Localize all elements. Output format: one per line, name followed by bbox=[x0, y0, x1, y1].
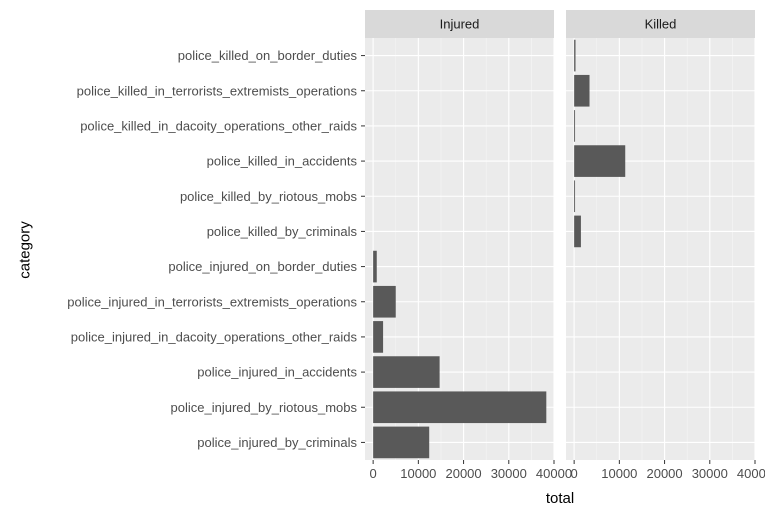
facet-strip bbox=[566, 10, 755, 38]
x-tick-label: 0 bbox=[370, 466, 377, 481]
panel-background bbox=[566, 38, 755, 460]
y-tick-label: police_injured_in_accidents bbox=[197, 365, 357, 380]
y-tick-label: police_killed_by_criminals bbox=[207, 224, 358, 239]
panel-background bbox=[365, 38, 554, 460]
y-tick-label: police_injured_by_criminals bbox=[197, 435, 357, 450]
y-tick-label: police_injured_in_terrorists_extremists_… bbox=[67, 294, 357, 309]
bar bbox=[574, 110, 576, 142]
y-tick-label: police_killed_in_terrorists_extremists_o… bbox=[77, 83, 358, 98]
bar bbox=[373, 285, 396, 318]
y-tick-label: police_killed_on_border_duties bbox=[178, 48, 358, 63]
bar bbox=[574, 74, 590, 107]
y-tick-labels: police_killed_on_border_duties police_kil… bbox=[67, 48, 365, 450]
x-tick-label: 10000 bbox=[601, 466, 637, 481]
bar bbox=[373, 391, 547, 424]
x-tick-label: 0 bbox=[571, 466, 578, 481]
facet-strip bbox=[365, 10, 554, 38]
facet-strip-label: Killed bbox=[645, 17, 677, 32]
facet-strip-label: Injured bbox=[440, 17, 480, 32]
y-tick-label: police_injured_by_riotous_mobs bbox=[171, 400, 358, 415]
y-axis-title: category bbox=[16, 221, 33, 279]
x-tick-label: 30000 bbox=[692, 466, 728, 481]
y-tick-label: police_injured_in_dacoity_operations_oth… bbox=[71, 329, 358, 344]
facet-panel-killed: Killed 0 10000 20000 30000 40000 bbox=[566, 10, 765, 481]
y-tick-label: police_injured_on_border_duties bbox=[168, 259, 357, 274]
x-tick-label: 30000 bbox=[491, 466, 527, 481]
bar bbox=[373, 250, 377, 283]
x-axis-title: total bbox=[546, 490, 574, 507]
panels-layer: Injured 0 10000 20000 30000 40000 Killed 0 10000… bbox=[365, 10, 765, 481]
x-tick-label: 10000 bbox=[400, 466, 436, 481]
bar bbox=[574, 39, 576, 72]
bar bbox=[574, 145, 626, 177]
bar bbox=[373, 321, 384, 353]
facet-panel-injured: Injured 0 10000 20000 30000 40000 bbox=[365, 10, 572, 481]
bar bbox=[574, 215, 581, 248]
x-tick-label: 40000 bbox=[536, 466, 572, 481]
y-tick-label: police_killed_by_riotous_mobs bbox=[180, 189, 358, 204]
x-tick-label: 20000 bbox=[445, 466, 481, 481]
y-tick-label: police_killed_in_accidents bbox=[207, 154, 358, 169]
bar bbox=[373, 426, 430, 459]
x-tick-label: 20000 bbox=[646, 466, 682, 481]
y-tick-label: police_killed_in_dacoity_operations_othe… bbox=[80, 118, 357, 133]
bar bbox=[373, 356, 440, 388]
bar bbox=[574, 180, 576, 213]
x-tick-label: 40000 bbox=[737, 466, 765, 481]
